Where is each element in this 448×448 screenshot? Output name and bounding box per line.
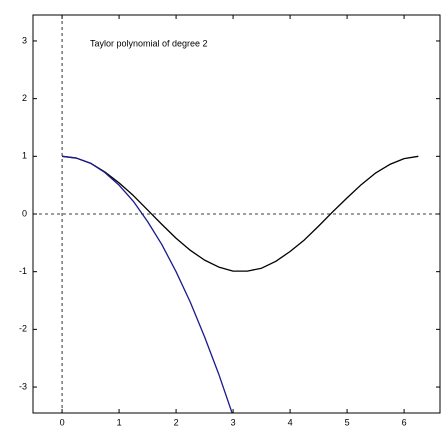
series-line (61, 155, 419, 272)
x-tick-label: 5 (345, 417, 350, 427)
x-tick-label: 4 (288, 417, 293, 427)
series-line (61, 155, 233, 413)
y-tick-label: -2 (19, 324, 27, 334)
y-tick-label: 3 (22, 35, 27, 45)
y-tick-label: -3 (19, 381, 27, 391)
x-tick-label: 2 (174, 417, 179, 427)
x-tick-label: 3 (231, 417, 236, 427)
y-tick-label: -1 (19, 266, 27, 276)
annotation: Taylor polynomial of degree 2 (90, 38, 208, 48)
x-tick-label: 1 (117, 417, 122, 427)
y-tick-label: 1 (22, 151, 27, 161)
x-tick-label: 6 (402, 417, 407, 427)
y-tick-label: 0 (22, 208, 27, 218)
y-tick-label: 2 (22, 93, 27, 103)
plot-area (33, 15, 440, 413)
x-tick-label: 0 (60, 417, 65, 427)
